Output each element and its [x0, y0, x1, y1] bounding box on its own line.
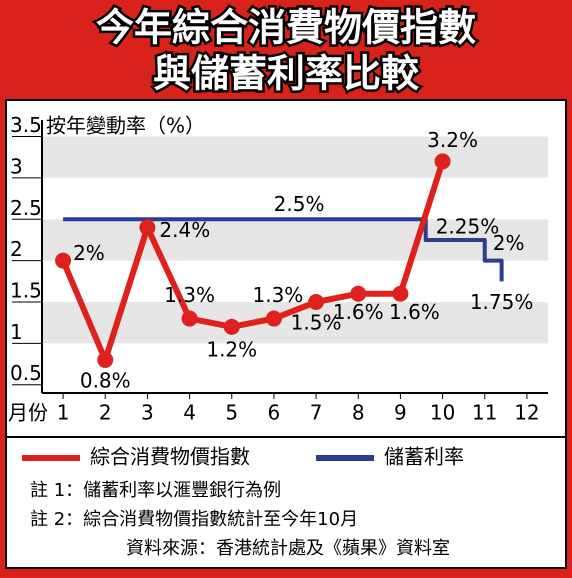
- x-tick-label: 5: [225, 401, 238, 425]
- x-tick-label: 10: [430, 401, 455, 425]
- data-label: 1.5%: [291, 311, 342, 335]
- y-tick-label: 2.5: [10, 196, 42, 220]
- data-label: 1.3%: [164, 283, 215, 307]
- point: [55, 252, 72, 269]
- x-tick-label: 6: [268, 401, 281, 425]
- note: 註 2：綜合消費物價指數統計至今年10月: [30, 509, 358, 530]
- x-tick-label: 11: [472, 401, 497, 425]
- x-tick-label: 9: [394, 401, 407, 425]
- data-label: 2%: [493, 231, 525, 255]
- x-tick-label: 8: [352, 401, 365, 425]
- point: [350, 285, 367, 302]
- point: [265, 310, 282, 327]
- data-label: 2.4%: [159, 218, 210, 242]
- y-tick-label: 1: [10, 320, 23, 344]
- data-label: 2.5%: [274, 192, 325, 216]
- series-line: [60, 160, 446, 363]
- data-label: 0.8%: [80, 368, 131, 392]
- x-tick-label: 7: [310, 401, 323, 425]
- point: [223, 318, 240, 335]
- point: [308, 294, 325, 310]
- x-axis-label: 月份: [8, 401, 48, 425]
- y-axis-label: 按年變動率（%）: [46, 114, 205, 138]
- y-tick-label: 0.5: [10, 361, 42, 385]
- data-label: 2.25%: [436, 214, 500, 238]
- point: [392, 285, 409, 302]
- point: [139, 219, 156, 236]
- note: 註 1：儲蓄利率以滙豐銀行為例: [30, 480, 281, 501]
- x-tick-label: 3: [141, 401, 154, 425]
- data-label: 1.75%: [470, 290, 534, 314]
- data-label: 3.2%: [427, 128, 478, 152]
- point: [434, 153, 451, 170]
- y-tick-label: 3.5: [10, 113, 42, 137]
- x-tick-label: 4: [183, 401, 196, 425]
- y-tick-label: 3: [10, 154, 23, 178]
- y-tick-label: 2: [10, 237, 23, 261]
- x-tick-label: 2: [99, 401, 112, 425]
- y-tick-label: 1.5: [10, 279, 42, 303]
- x-tick-label: 12: [514, 401, 539, 425]
- point: [97, 351, 114, 368]
- data-label: 1.2%: [206, 337, 257, 361]
- grid-band: [42, 136, 548, 178]
- data-label: 1.6%: [389, 300, 440, 324]
- legend-label: 儲蓄利率: [384, 445, 464, 469]
- chart-title: 今年綜合消費物價指數: [96, 6, 476, 50]
- data-label: 1.6%: [333, 300, 384, 324]
- data-label: 2%: [73, 241, 105, 265]
- chart-title: 與儲蓄利率比較: [153, 52, 420, 96]
- x-tick-label: 1: [57, 401, 70, 425]
- legend-label: 綜合消費物價指數: [90, 445, 250, 469]
- data-label: 1.3%: [253, 283, 304, 307]
- point: [181, 310, 198, 327]
- source: 資料來源：香港統計處及《蘋果》資料室: [126, 538, 450, 559]
